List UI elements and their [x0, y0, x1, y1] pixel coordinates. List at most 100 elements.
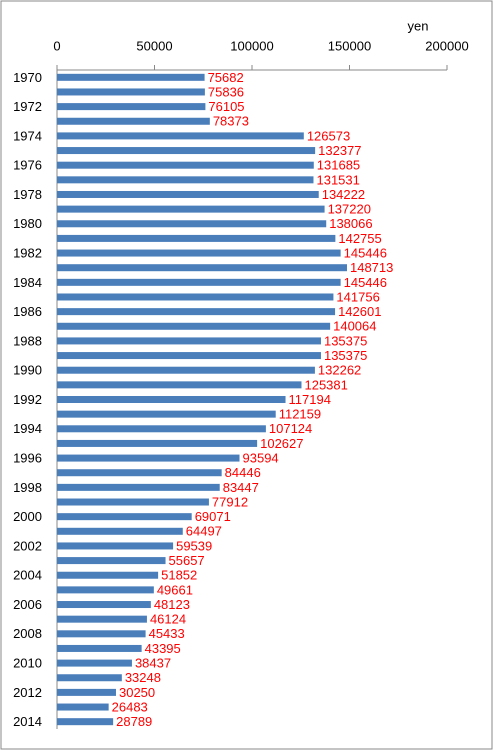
y-tick-label: 1982 — [13, 245, 42, 260]
value-label: 76105 — [208, 99, 244, 114]
bar — [57, 308, 336, 316]
bar — [57, 644, 142, 652]
value-label: 137220 — [328, 202, 371, 217]
bar — [57, 293, 334, 301]
y-tick-label: 2008 — [13, 626, 42, 641]
bar — [57, 439, 258, 447]
value-label: 45433 — [149, 626, 185, 641]
bar — [57, 352, 321, 360]
y-tick-label: 1986 — [13, 304, 42, 319]
value-label: 140064 — [333, 319, 376, 334]
bar — [57, 718, 114, 726]
value-label: 75682 — [208, 70, 244, 85]
y-tick-label: 2004 — [13, 568, 42, 583]
value-label: 141756 — [336, 289, 379, 304]
value-label: 78373 — [213, 114, 249, 129]
bar — [57, 249, 341, 257]
x-tick-label: 200000 — [425, 38, 468, 53]
bar — [57, 527, 183, 535]
y-tick-label: 1970 — [13, 70, 42, 85]
y-tick-label: 1992 — [13, 392, 42, 407]
bar — [57, 190, 319, 198]
y-tick-label: 1974 — [13, 128, 42, 143]
y-tick-label: 1976 — [13, 158, 42, 173]
x-axis-label: yen — [408, 18, 429, 33]
bar — [57, 659, 132, 667]
bar — [57, 630, 146, 638]
y-tick-label: 1998 — [13, 480, 42, 495]
bar — [57, 73, 205, 81]
value-label: 132262 — [318, 363, 361, 378]
value-label: 43395 — [145, 641, 181, 656]
value-label: 75836 — [208, 84, 244, 99]
value-label: 55657 — [169, 553, 205, 568]
x-tick-label: 100000 — [230, 38, 273, 53]
bar — [57, 410, 276, 418]
value-label: 142755 — [338, 231, 381, 246]
value-label: 142601 — [338, 304, 381, 319]
value-label: 112159 — [279, 407, 321, 422]
x-tick-label: 50000 — [136, 38, 172, 53]
value-label: 83447 — [223, 480, 259, 495]
y-tick-label: 1996 — [13, 451, 42, 466]
value-label: 145446 — [344, 245, 387, 260]
y-tick-label: 1972 — [13, 99, 42, 114]
bar — [57, 469, 222, 477]
bar — [57, 601, 151, 609]
bar — [57, 322, 331, 330]
y-tick-label: 2014 — [13, 714, 42, 729]
bar — [57, 557, 166, 565]
value-label: 135375 — [324, 333, 367, 348]
bar — [57, 234, 336, 242]
bar — [57, 147, 316, 155]
bar — [57, 498, 209, 506]
y-tick-label: 1988 — [13, 333, 42, 348]
bar — [57, 205, 325, 213]
y-tick-label: 2000 — [13, 509, 42, 524]
y-tick-label: 1994 — [13, 421, 42, 436]
y-tick-label: 1980 — [13, 216, 42, 231]
bar — [57, 703, 109, 711]
bar — [57, 337, 321, 345]
bar — [57, 571, 159, 579]
bar — [57, 176, 314, 184]
value-label: 33248 — [125, 670, 161, 685]
value-label: 134222 — [322, 187, 365, 202]
value-label: 125381 — [304, 377, 347, 392]
bar — [57, 132, 304, 140]
value-label: 145446 — [344, 275, 387, 290]
bar — [57, 396, 286, 403]
bar — [57, 264, 347, 272]
value-label: 84446 — [225, 465, 261, 480]
value-label: 107124 — [269, 421, 312, 436]
value-label: 117194 — [289, 392, 331, 407]
bar — [57, 586, 154, 594]
value-label: 48123 — [154, 597, 190, 612]
y-tick-label: 2010 — [13, 656, 42, 671]
y-tick-label: 1990 — [13, 363, 42, 378]
bar — [57, 366, 315, 374]
bar — [57, 513, 192, 521]
bar — [57, 425, 266, 433]
y-tick-label: 2002 — [13, 538, 42, 553]
value-label: 64497 — [186, 524, 222, 539]
bar — [57, 103, 206, 111]
bar — [57, 381, 302, 389]
bar — [57, 220, 327, 228]
bar — [57, 615, 147, 623]
y-tick-label: 2012 — [13, 685, 42, 700]
value-label: 26483 — [112, 699, 148, 714]
x-tick-label: 0 — [53, 38, 60, 53]
x-tick-label: 150000 — [328, 38, 371, 53]
value-label: 135375 — [324, 348, 367, 363]
value-label: 138066 — [329, 216, 372, 231]
value-label: 132377 — [318, 143, 361, 158]
value-label: 38437 — [135, 656, 171, 671]
bar — [57, 278, 341, 286]
value-label: 131531 — [316, 172, 359, 187]
value-label: 30250 — [119, 685, 155, 700]
y-tick-label: 1984 — [13, 275, 42, 290]
